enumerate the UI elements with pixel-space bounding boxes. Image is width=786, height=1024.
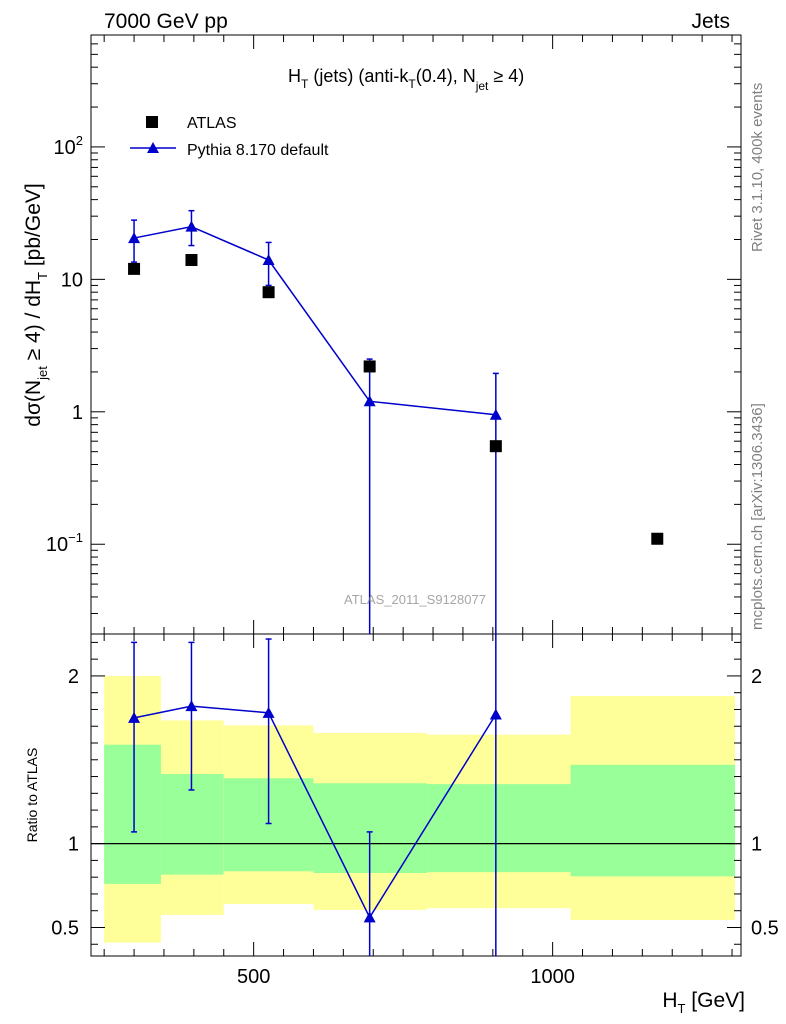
ratio-pythia-point: [128, 711, 141, 723]
ratio-band-inner-0: [104, 744, 161, 884]
ratio-plot-marks: [128, 634, 502, 956]
legend-atlas-label: ATLAS: [187, 115, 237, 132]
legend-pythia-marker: [147, 142, 159, 153]
ratio-y-tick-label-left-0: 0.5: [51, 917, 79, 939]
atlas-point: [128, 262, 141, 275]
axis-ticks: [91, 34, 741, 956]
atlas-point: [262, 286, 275, 299]
pythia-point: [363, 395, 376, 407]
ratio-y-tick-label-right-1: 1: [751, 834, 762, 856]
ratio-band-inner-4: [427, 784, 571, 873]
legend-atlas-marker: [146, 116, 158, 128]
main-y-axis-label: dσ(Njet ≥ 4) / dHT [pb/GeV]: [22, 183, 50, 426]
ratio-y-tick-label-left-2: 2: [68, 666, 79, 688]
main-y-tick-label-0: 10−1: [46, 530, 83, 556]
pythia-point: [128, 232, 141, 244]
ratio-pythia-point: [262, 706, 275, 718]
legend: ATLAS Pythia 8.170 default: [130, 115, 329, 159]
ratio-y-tick-label-left-1: 1: [68, 834, 79, 856]
pythia-point: [262, 254, 275, 266]
legend-pythia-label: Pythia 8.170 default: [187, 142, 329, 159]
x-axis-label: HT [GeV]: [662, 989, 745, 1016]
header-energy-label: 7000 GeV pp: [104, 10, 228, 33]
ratio-pythia-point: [489, 708, 502, 720]
atlas-point: [651, 532, 664, 545]
pythia-point: [489, 408, 502, 420]
ratio-y-tick-label-right-2: 2: [751, 666, 762, 688]
atlas-point: [363, 360, 376, 373]
header-process-label: Jets: [691, 10, 730, 33]
ratio-uncertainty-bands: [104, 675, 736, 943]
main-plot-marks: [128, 209, 664, 634]
ratio-pythia-point: [185, 700, 198, 712]
atlas-point: [489, 440, 502, 453]
main-y-tick-label-2: 10: [61, 269, 83, 291]
ratio-band-inner-1: [160, 774, 224, 875]
main-y-tick-label-3: 102: [54, 133, 83, 159]
x-tick-label-0: 500: [237, 966, 270, 988]
main-y-tick-label-1: 1: [72, 402, 83, 424]
ratio-band-inner-5: [570, 764, 736, 877]
atlas-point: [185, 254, 198, 267]
ratio-panel-frame: [90, 633, 742, 957]
ratio-pythia-point: [363, 911, 376, 923]
pythia-point: [185, 220, 198, 232]
rivet-version-label: Rivet 3.1.10, 400k events: [749, 83, 766, 252]
tick-labels: 10−1 1 10 102 500 1000 0.5 0.5 1 1 2 2: [46, 133, 779, 988]
analysis-watermark: ATLAS_2011_S9128077: [344, 592, 486, 607]
mcplots-site-label: mcplots.cern.ch [arXiv:1306.3436]: [749, 403, 766, 630]
ratio-y-tick-label-right-0: 0.5: [751, 917, 779, 939]
ratio-y-axis-label: Ratio to ATLAS: [24, 748, 40, 843]
x-tick-label-1: 1000: [530, 966, 575, 988]
plot-title: HT (jets) (anti-kT(0.4), Njet ≥ 4): [288, 66, 524, 93]
